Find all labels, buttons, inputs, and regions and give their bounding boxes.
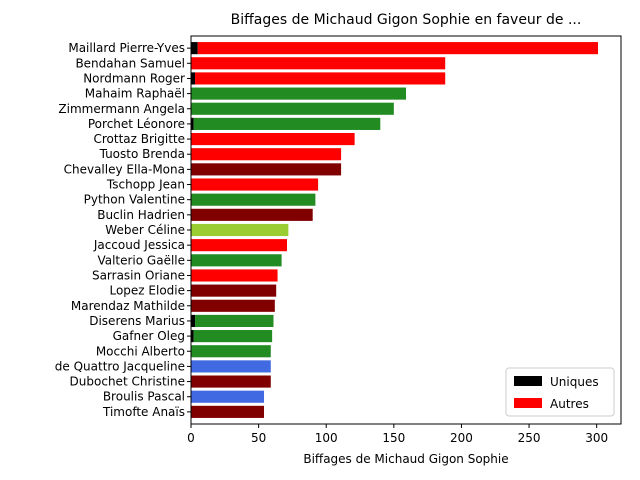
y-tick-label: Gafner Oleg [113,329,185,343]
bar-autres [191,284,277,297]
bar-uniques [191,314,196,327]
bar-autres [191,57,446,70]
bar-autres [193,330,273,343]
y-tick-label: Weber Céline [105,223,185,237]
y-tick-label: Timofte Anaïs [102,405,185,419]
bar-autres [191,375,271,388]
y-tick-label: Marendaz Mathilde [71,299,185,313]
x-tick-label: 0 [187,431,195,445]
bar-autres [197,42,599,55]
bar-autres [191,102,394,115]
bar-autres [191,254,282,267]
bar-uniques [191,72,196,85]
plot-frame [190,35,622,425]
bar-autres [191,299,275,312]
bar-uniques [191,330,194,343]
x-tick-label: 250 [518,431,541,445]
y-tick-label: Zimmermann Angela [58,102,185,116]
y-tick-label: Porchet Léonore [88,117,185,131]
bar-autres [191,269,278,282]
bar-autres [191,208,313,221]
bar-autres [191,87,406,100]
x-tick-label: 50 [251,431,266,445]
y-tick-label: Buclin Hadrien [97,208,185,222]
x-tick-label: 100 [315,431,338,445]
bars-group [191,42,599,418]
y-tick-label: Maillard Pierre-Yves [68,41,185,55]
y-tick-label: Diserens Marius [89,314,185,328]
y-tick-label: Tschopp Jean [106,178,185,192]
legend-swatch [514,398,542,408]
bar-autres [191,360,271,373]
bar-autres [195,72,446,85]
y-tick-label: Nordmann Roger [83,71,185,85]
x-axis-ticks: 0 50 100 150 200 250 300 [187,424,608,445]
y-tick-label: Bendahan Samuel [75,56,185,70]
bar-uniques [191,117,194,130]
bar-autres [191,148,342,161]
y-tick-label: Valterio Gaëlle [97,253,185,267]
bar-autres [191,239,288,252]
y-tick-label: Jaccoud Jessica [93,238,185,252]
bar-autres [195,314,274,327]
y-tick-label: Dubochet Christine [70,375,185,389]
legend-label: Uniques [550,375,599,389]
y-tick-label: Python Valentine [84,193,185,207]
y-tick-label: Lopez Elodie [109,284,185,298]
legend: Uniques Autres [505,367,615,417]
x-tick-label: 200 [450,431,473,445]
bar-autres [191,390,265,403]
bar-autres [191,193,316,206]
y-tick-label: Mocchi Alberto [96,344,185,358]
x-tick-label: 300 [585,431,608,445]
legend-label: Autres [550,397,589,411]
bar-autres [193,117,381,130]
bar-autres [191,223,289,237]
y-tick-label: Mahaim Raphaël [85,87,185,101]
chart-title: Biffages de Michaud Gigon Sophie en fave… [231,12,582,28]
bar-autres [191,405,265,418]
bar-autres [191,345,271,358]
bar-autres [191,163,342,176]
legend-swatch [514,376,542,386]
x-axis-label: Biffages de Michaud Gigon Sophie [303,452,508,466]
y-tick-label: Crottaz Brigitte [93,132,185,146]
y-tick-label: Chevalley Ella-Mona [64,162,185,176]
x-tick-label: 150 [382,431,405,445]
y-tick-label: Broulis Pascal [103,390,185,404]
y-tick-label: Tuosto Brenda [99,147,185,161]
y-tick-label: Sarrasin Oriane [92,268,185,282]
bar-uniques [191,42,198,55]
bar-autres [191,133,355,146]
bar-autres [191,178,319,191]
y-tick-label: de Quattro Jacqueline [55,359,185,373]
